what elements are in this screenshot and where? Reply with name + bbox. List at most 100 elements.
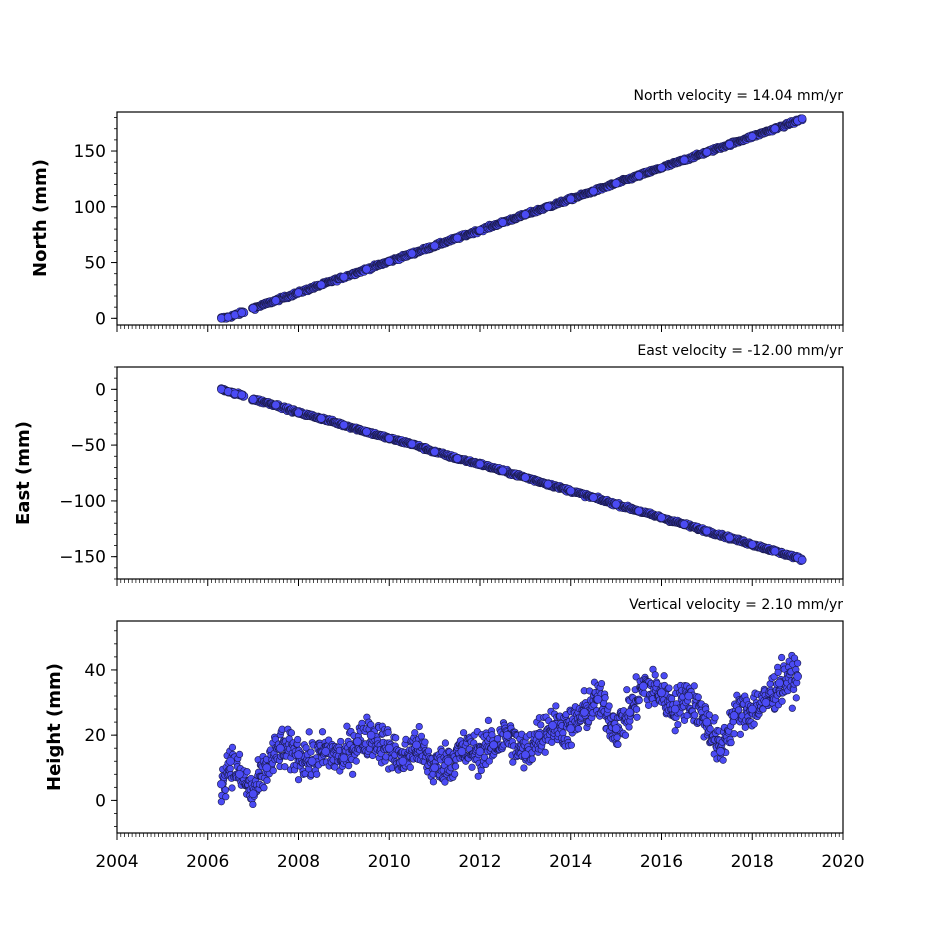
height-data-point: [294, 735, 302, 744]
height-data-point: [421, 738, 429, 746]
height-data-point: [736, 730, 745, 738]
height-data-point: [657, 688, 666, 698]
height-data-point: [411, 729, 419, 737]
east-data-point: [294, 408, 303, 418]
height-data-point: [307, 756, 317, 766]
height-data-point: [451, 770, 459, 778]
east-y-ticks: 0 −50 −100 −150: [59, 366, 117, 580]
height-data-point: [691, 711, 699, 719]
height-data-point: [665, 684, 673, 692]
north-data-point: [747, 132, 757, 141]
height-data-point: [671, 727, 679, 735]
height-y-tick-label: 40: [84, 661, 106, 681]
height-data-point: [226, 764, 234, 773]
height-data-point: [489, 740, 498, 750]
east-points: [217, 384, 807, 566]
east-data-point: [770, 546, 780, 556]
height-data-point: [217, 779, 226, 789]
height-data-point: [406, 763, 414, 772]
height-data-point: [528, 755, 536, 763]
north-data-point: [407, 249, 417, 258]
height-data-point: [475, 747, 485, 756]
north-panel: North velocity = 14.04 mm/yr 0 50 100 150 N…: [30, 88, 844, 332]
north-data-point: [657, 163, 666, 173]
height-data-point: [541, 748, 549, 756]
height-data-point: [441, 778, 449, 786]
height-data-point: [716, 747, 725, 756]
east-data-point: [237, 390, 247, 400]
height-data-point: [702, 717, 712, 727]
height-data-point: [567, 741, 575, 749]
height-y-tick-label: 20: [84, 726, 106, 746]
height-data-point: [318, 728, 327, 736]
east-data-point: [475, 459, 485, 469]
height-data-point: [415, 722, 423, 731]
east-data-point: [725, 533, 734, 543]
height-data-point: [792, 694, 800, 702]
height-data-point: [566, 724, 576, 733]
north-x-ticks: [116, 325, 844, 332]
height-data-point: [684, 691, 694, 701]
height-data-point: [605, 702, 613, 710]
height-data-point: [459, 729, 468, 737]
height-x-tick-label: 2012: [458, 852, 501, 872]
height-data-point: [719, 756, 727, 764]
height-data-point: [468, 763, 476, 771]
east-data-point: [248, 395, 258, 404]
height-data-point: [226, 756, 235, 766]
north-data-point: [498, 218, 507, 227]
height-data-point: [474, 772, 482, 780]
height-data-point: [339, 753, 349, 763]
height-data-point: [621, 731, 630, 739]
height-data-point: [778, 653, 786, 662]
height-data-point: [263, 776, 271, 784]
height-data-point: [353, 737, 362, 746]
height-data-point: [520, 764, 528, 772]
north-data-point: [589, 186, 598, 196]
height-data-point: [287, 729, 296, 737]
north-data-point: [679, 155, 689, 165]
height-data-point: [228, 743, 237, 751]
east-data-point: [339, 420, 349, 430]
north-data-point: [521, 210, 530, 219]
height-data-point: [235, 750, 244, 759]
height-data-point: [443, 756, 453, 766]
height-data-point: [788, 704, 796, 712]
east-y-tick-label: −150: [59, 548, 106, 568]
north-data-point: [770, 124, 780, 134]
east-data-point: [634, 506, 644, 516]
north-y-tick-label: 100: [74, 198, 106, 218]
height-data-point: [775, 678, 784, 688]
height-data-point: [574, 725, 583, 733]
height-data-point: [502, 730, 512, 740]
height-data-point: [729, 711, 739, 720]
height-data-point: [521, 750, 530, 760]
north-data-point: [271, 296, 281, 305]
height-data-point: [235, 769, 244, 779]
height-x-tick-label: 2016: [640, 852, 683, 872]
height-data-point: [548, 721, 557, 730]
east-data-point: [747, 540, 757, 549]
height-y-tick-label: 0: [95, 791, 106, 811]
north-data-point: [611, 179, 621, 188]
height-data-point: [660, 672, 668, 680]
height-data-point: [534, 730, 544, 740]
height-data-point: [778, 697, 786, 705]
east-y-axis-label: East (mm): [13, 421, 34, 525]
height-data-point: [249, 800, 257, 809]
height-data-point: [509, 758, 517, 766]
height-data-point: [761, 698, 771, 707]
height-x-tick-label: 2014: [549, 852, 592, 872]
height-data-point: [730, 730, 738, 738]
height-x-tick-label: 2010: [368, 852, 411, 872]
east-x-ticks: [116, 579, 844, 586]
height-data-point: [623, 686, 631, 694]
height-data-point: [392, 734, 400, 742]
height-data-point: [614, 740, 622, 749]
height-data-point: [774, 668, 782, 677]
north-data-point: [248, 303, 258, 313]
north-data-point: [384, 257, 394, 266]
north-y-axis-label: North (mm): [30, 159, 51, 277]
height-x-tick-label: 2008: [277, 852, 320, 872]
